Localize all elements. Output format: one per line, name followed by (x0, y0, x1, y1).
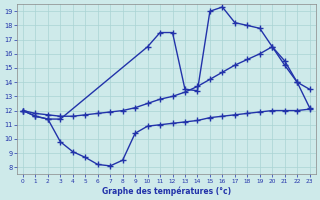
X-axis label: Graphe des températures (°c): Graphe des températures (°c) (102, 186, 231, 196)
